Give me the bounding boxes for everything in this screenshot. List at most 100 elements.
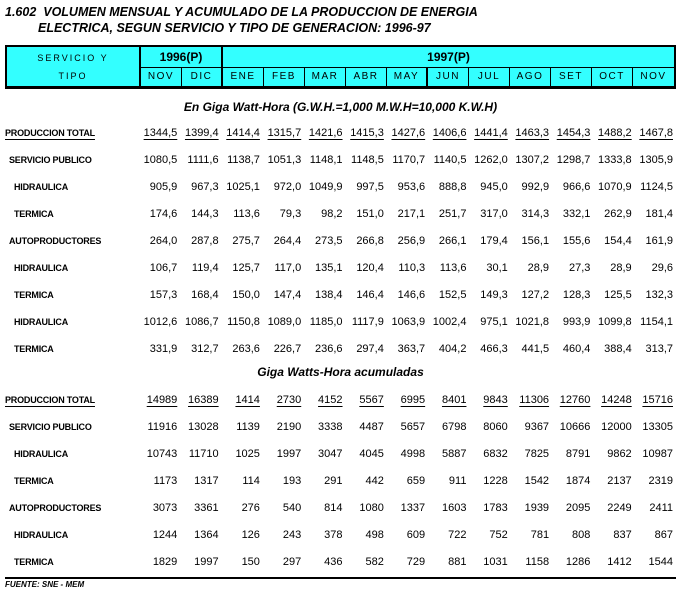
value-cell: 1412 [607,555,632,568]
value-cell: 1051,3 [267,153,302,166]
value-cell: 1154,1 [640,315,673,328]
row-label: SERVICIO PUBLICO [9,154,92,165]
section-heading: Giga Watts-Hora acumuladas [257,365,424,379]
value-cell: 441,5 [521,342,550,355]
value-cell: 5657 [400,420,426,433]
value-cell: 15716 [642,393,673,406]
value-cell: 110,3 [398,261,426,274]
report-title: 1.602 VOLUMEN MENSUAL Y ACUMULADO DE LA … [5,4,676,36]
row-label: SERVICIO PUBLICO [9,421,92,432]
month-header: NOV [141,68,182,86]
value-cell: 1080,5 [143,153,178,166]
value-cell: 29,6 [651,261,673,274]
value-cell: 729 [406,555,426,568]
value-cell: 1406,6 [432,126,467,139]
value-cell: 287,8 [191,234,219,247]
value-cell: 1305,9 [639,153,673,166]
value-cell: 363,7 [397,342,426,355]
value-cell: 150,0 [232,288,260,301]
value-cell: 2730 [276,393,302,406]
value-cell: 1421,6 [308,126,343,139]
value-cell: 752 [489,528,508,541]
value-cell: 888,8 [438,180,467,193]
value-cell: 3047 [318,447,343,460]
value-cell: 8060 [483,420,508,433]
value-cell: 659 [406,474,426,487]
value-cell: 12000 [601,420,632,433]
value-cell: 6995 [400,393,426,406]
table-row: TERMICA 1829 1997 150 297 436 582 729 881 1031 115… [5,548,676,575]
value-cell: 10987 [642,447,673,460]
value-cell: 79,3 [279,207,302,220]
value-cell: 106,7 [149,261,178,274]
value-cell: 1467,8 [639,126,673,139]
value-cell: 157,3 [149,288,178,301]
value-cell: 1244 [152,528,178,541]
value-cell: 1364 [194,528,219,541]
section-rows: PRODUCCION TOTAL 1344,5 1399,4 1414,4 1315,7… [5,119,676,362]
row-label: HIDRAULICA [14,262,68,273]
value-cell: 1148,1 [309,153,343,166]
value-cell: 125,7 [232,261,260,274]
value-cell: 1262,0 [474,153,508,166]
value-cell: 2190 [276,420,302,433]
value-cell: 128,3 [562,288,591,301]
month-header: SET [551,68,592,86]
row-label: AUTOPRODUCTORES [9,235,102,246]
year-header-1997: 1997(P) [223,47,674,68]
value-cell: 498 [365,528,384,541]
value-cell: 1333,8 [598,153,632,166]
value-cell: 1063,9 [391,315,426,328]
value-cell: 5567 [359,393,384,406]
value-cell: 1150,8 [227,315,260,328]
row-label: TERMICA [14,208,54,219]
value-cell: 1414,4 [226,126,260,139]
value-cell: 814 [324,501,343,514]
value-cell: 8401 [441,393,467,406]
value-cell: 1829 [152,555,178,568]
value-cell: 2095 [565,501,591,514]
value-cell: 256,9 [397,234,426,247]
value-cell: 3338 [318,420,343,433]
value-cell: 217,1 [397,207,426,220]
value-cell: 179,4 [480,234,508,247]
value-cell: 132,3 [645,288,673,301]
value-cell: 113,6 [233,207,260,220]
value-cell: 135,1 [315,261,343,274]
value-cell: 1337 [400,501,426,514]
value-cell: 174,6 [149,207,178,220]
row-label: PRODUCCION TOTAL [5,394,95,405]
value-cell: 16389 [188,393,219,406]
value-cell: 13305 [642,420,673,433]
value-cell: 881 [448,555,467,568]
value-cell: 264,0 [149,234,178,247]
value-cell: 540 [282,501,302,514]
value-cell: 722 [448,528,467,541]
table-row: HIDRAULICA 1012,6 1086,7 1150,8 1089,0 1185,0… [5,308,676,335]
value-cell: 193 [282,474,302,487]
value-cell: 9843 [483,393,508,406]
value-cell: 127,2 [521,288,550,301]
value-cell: 808 [572,528,591,541]
value-cell: 236,6 [315,342,343,355]
value-cell: 967,3 [191,180,219,193]
value-cell: 6798 [441,420,467,433]
value-cell: 149,3 [480,288,508,301]
value-cell: 262,9 [604,207,632,220]
value-cell: 1140,5 [433,153,467,166]
value-cell: 911 [448,474,467,487]
value-cell: 1286 [565,555,591,568]
value-cell: 1488,2 [598,126,632,139]
value-cell: 317,0 [480,207,508,220]
value-cell: 146,4 [356,288,384,301]
month-header: OCT [592,68,633,86]
value-cell: 1344,5 [143,126,178,139]
value-cell: 98,2 [321,207,343,220]
value-cell: 1139 [236,420,260,433]
stub-line-2: TIPO [58,70,88,81]
row-label: HIDRAULICA [14,529,68,540]
value-cell: 972,0 [273,180,302,193]
value-cell: 1414 [235,393,260,406]
value-cell: 161,9 [645,234,673,247]
